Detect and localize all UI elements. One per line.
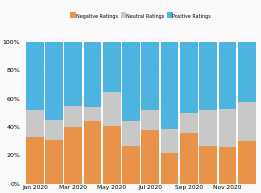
Bar <box>122 42 140 121</box>
Bar <box>238 141 256 184</box>
Bar <box>103 42 121 92</box>
Bar <box>218 109 236 147</box>
Bar <box>141 130 159 184</box>
Bar <box>161 129 179 153</box>
Bar <box>199 42 217 110</box>
Bar <box>64 42 82 106</box>
Bar <box>64 106 82 127</box>
Bar <box>180 113 198 133</box>
Bar <box>45 140 63 184</box>
Bar <box>218 42 236 109</box>
Bar <box>141 110 159 130</box>
Bar <box>26 42 44 110</box>
Bar <box>180 42 198 113</box>
Bar <box>103 92 121 126</box>
Bar <box>161 153 179 184</box>
Bar <box>26 137 44 184</box>
Bar <box>84 121 102 184</box>
Bar <box>180 133 198 184</box>
Legend: Negative Ratings, Neutral Ratings, Positive Ratings: Negative Ratings, Neutral Ratings, Posit… <box>70 14 211 19</box>
Bar <box>122 121 140 146</box>
Bar <box>45 42 63 120</box>
Bar <box>199 146 217 184</box>
Bar <box>238 102 256 141</box>
Bar <box>84 107 102 121</box>
Bar <box>199 110 217 146</box>
Bar <box>161 42 179 129</box>
Bar <box>103 126 121 184</box>
Bar <box>141 42 159 110</box>
Bar <box>218 147 236 184</box>
Bar <box>122 146 140 184</box>
Bar <box>84 42 102 107</box>
Bar <box>26 110 44 137</box>
Bar <box>64 127 82 184</box>
Bar <box>238 42 256 102</box>
Bar <box>45 120 63 140</box>
